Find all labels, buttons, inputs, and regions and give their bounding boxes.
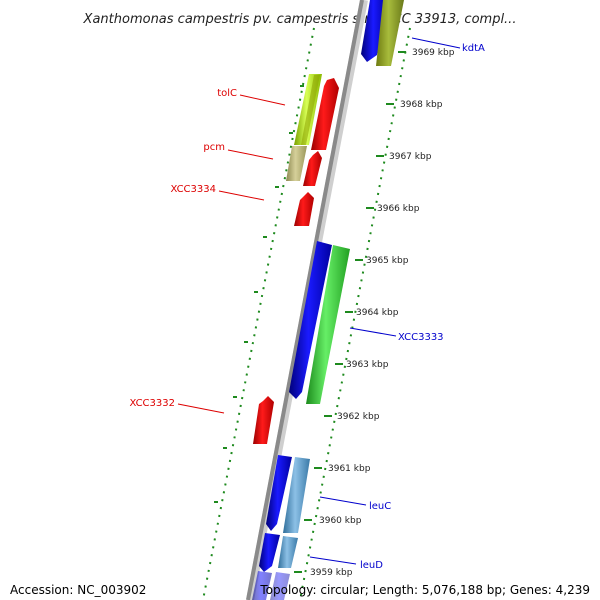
gene-feature[interactable] <box>311 78 339 150</box>
leader-line <box>218 190 265 201</box>
leader-line <box>309 556 357 565</box>
right-dotted-ring <box>299 27 411 600</box>
gene-feature[interactable] <box>303 151 322 186</box>
gene-feature[interactable] <box>361 0 388 62</box>
gene-feature[interactable] <box>252 571 272 600</box>
kbp-label: 3964 kbp <box>356 308 399 318</box>
leader-line <box>411 37 461 49</box>
leader-line <box>227 149 274 160</box>
gene-label[interactable]: XCC3332 <box>129 398 175 409</box>
gene-label[interactable]: leuD <box>360 560 383 571</box>
genome-backbone <box>246 0 364 600</box>
gene-feature[interactable] <box>278 536 298 568</box>
gene-feature[interactable] <box>306 245 350 404</box>
right-ring-ticks <box>294 51 406 573</box>
gene-label[interactable]: leuC <box>369 501 391 512</box>
gene-feature[interactable] <box>301 75 320 145</box>
kbp-label: 3960 kbp <box>319 516 362 526</box>
gene-feature[interactable] <box>294 192 314 226</box>
gene-feature[interactable] <box>259 533 280 572</box>
left-ring-ticks <box>214 85 304 503</box>
kbp-label: 3965 kbp <box>366 256 409 266</box>
gene-feature[interactable] <box>286 146 307 181</box>
kbp-label: 3961 kbp <box>328 464 371 474</box>
accession-text: Accession: NC_003902 <box>10 583 147 597</box>
gene-feature[interactable] <box>270 572 290 600</box>
kbp-labels: 3969 kbp 3968 kbp 3967 kbp 3966 kbp 3965… <box>310 48 455 578</box>
gene-label[interactable]: pcm <box>203 142 225 153</box>
gene-feature[interactable] <box>376 0 404 66</box>
gene-label[interactable]: tolC <box>217 88 237 99</box>
map-title: Xanthomonas campestris pv. campestris st… <box>83 12 517 27</box>
leader-line <box>319 496 367 506</box>
gene-label-pcm-group[interactable]: pcm <box>203 142 274 160</box>
leader-line <box>239 94 286 106</box>
leader-line <box>349 327 397 337</box>
kbp-label: 3967 kbp <box>389 152 432 162</box>
kbp-label: 3959 kbp <box>310 568 353 578</box>
gene-label-XCC3334-group[interactable]: XCC3334 <box>170 184 265 201</box>
kbp-label: 3966 kbp <box>377 204 420 214</box>
leader-line <box>177 403 225 414</box>
gene-label-XCC3333-group[interactable]: XCC3333 <box>349 327 444 343</box>
kbp-label: 3969 kbp <box>412 48 455 58</box>
gene-label-XCC3332-group[interactable]: XCC3332 <box>129 398 225 414</box>
gene-label-leuD-group[interactable]: leuD <box>309 556 383 571</box>
topology-text: Topology: circular; Length: 5,076,188 bp… <box>260 583 590 597</box>
gene-label[interactable]: XCC3334 <box>170 184 216 195</box>
gene-label-toIC-group[interactable]: tolC <box>217 88 286 106</box>
left-dotted-ring <box>202 27 315 600</box>
kbp-label: 3963 kbp <box>346 360 389 370</box>
kbp-label: 3968 kbp <box>400 100 443 110</box>
kbp-label: 3962 kbp <box>337 412 380 422</box>
gene-feature[interactable] <box>253 396 274 444</box>
gene-feature[interactable] <box>289 241 332 399</box>
gene-feature[interactable] <box>266 455 292 531</box>
gene-label-kdtA-group[interactable]: kdtA <box>411 37 485 54</box>
gene-feature[interactable] <box>283 457 310 533</box>
gene-label-leuC-group[interactable]: leuC <box>319 496 391 512</box>
gene-label[interactable]: kdtA <box>462 43 485 54</box>
gene-label[interactable]: XCC3333 <box>398 332 444 343</box>
